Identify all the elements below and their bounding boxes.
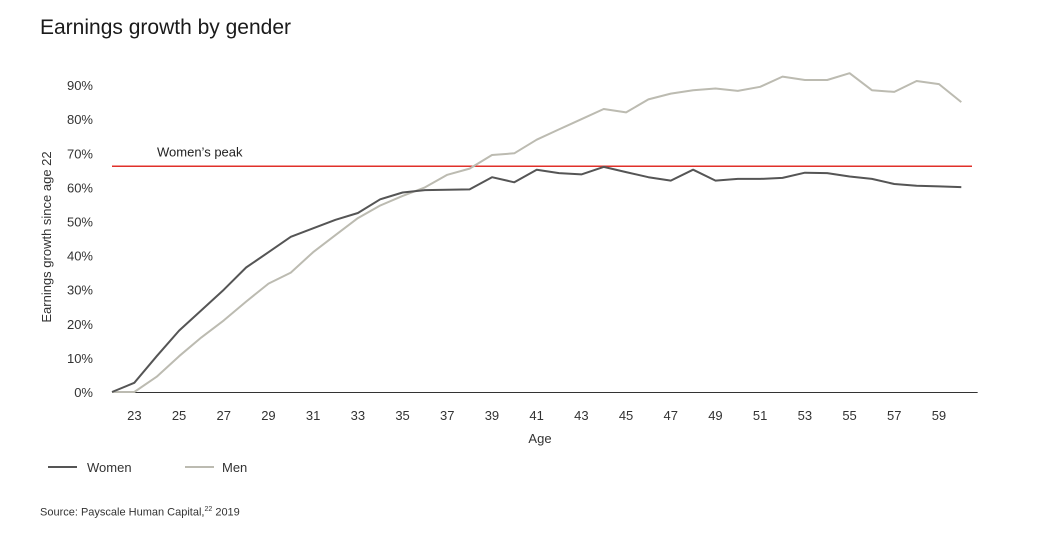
- x-tick-label: 57: [887, 408, 901, 423]
- legend: Women Men: [48, 460, 247, 475]
- y-tick-label: 0%: [74, 385, 93, 400]
- x-tick-label: 37: [440, 408, 454, 423]
- legend-women-label: Women: [87, 460, 132, 475]
- source-text: Source: Payscale Human Capital,: [40, 506, 205, 519]
- y-tick-label: 60%: [67, 180, 93, 195]
- y-tick-label: 40%: [67, 249, 93, 264]
- series-line-women: [111, 165, 962, 393]
- series-lines: [111, 72, 962, 393]
- x-tick-label: 51: [753, 408, 767, 423]
- x-axis-ticks: 23 25 27 29 31 33 35 37 39 41 43 45 47 49 51 53 55 57 59: [127, 408, 946, 423]
- source-note: Source: Payscale Human Capital,22 2019: [40, 506, 240, 519]
- x-tick-label: 23: [127, 408, 141, 423]
- womens-peak-label: Women’s peak: [157, 144, 243, 159]
- x-tick-label: 33: [351, 408, 365, 423]
- y-axis-label: Earnings growth since age 22: [39, 151, 54, 322]
- y-tick-label: 10%: [67, 351, 93, 366]
- chart-title: Earnings growth by gender: [40, 16, 291, 39]
- y-tick-label: 20%: [67, 317, 93, 332]
- x-tick-label: 55: [842, 408, 856, 423]
- x-tick-label: 39: [485, 408, 499, 423]
- x-tick-label: 59: [932, 408, 946, 423]
- source-year: 2019: [212, 506, 240, 519]
- y-tick-label: 70%: [67, 146, 93, 161]
- x-tick-label: 43: [574, 408, 588, 423]
- y-tick-label: 90%: [67, 78, 93, 93]
- x-tick-label: 29: [261, 408, 275, 423]
- x-tick-label: 25: [172, 408, 186, 423]
- x-tick-label: 41: [529, 408, 543, 423]
- x-tick-label: 27: [217, 408, 231, 423]
- y-tick-label: 80%: [67, 112, 93, 127]
- y-axis-ticks: 0% 10% 20% 30% 40% 50% 60% 70% 80% 90%: [67, 78, 93, 400]
- y-tick-label: 50%: [67, 215, 93, 230]
- x-tick-label: 35: [395, 408, 409, 423]
- legend-men-label: Men: [222, 460, 247, 475]
- x-tick-label: 47: [664, 408, 678, 423]
- x-tick-label: 45: [619, 408, 633, 423]
- y-tick-label: 30%: [67, 283, 93, 298]
- x-tick-label: 53: [798, 408, 812, 423]
- x-tick-label: 31: [306, 408, 320, 423]
- source-footnote-ref: 22: [204, 506, 213, 513]
- x-tick-label: 49: [708, 408, 722, 423]
- x-axis-label: Age: [528, 431, 551, 446]
- series-line-men: [112, 72, 962, 393]
